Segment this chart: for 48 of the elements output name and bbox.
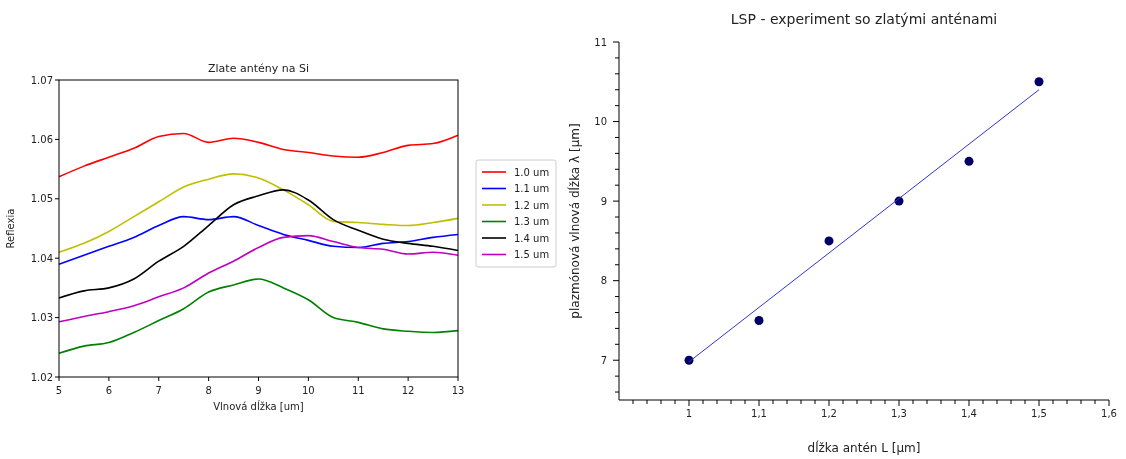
x-axis-title: dĺžka antén L [µm]	[807, 440, 921, 455]
y-tick-label: 10	[594, 116, 607, 128]
point	[754, 315, 764, 325]
line-series	[58, 132, 459, 178]
x-tick-label: 1,6	[1101, 408, 1117, 419]
legend-label: 1.1 um	[514, 183, 550, 194]
x-tick-label: 11	[351, 385, 365, 396]
y-tick-label: 8	[600, 275, 607, 287]
x-tick-label: 12	[401, 385, 415, 396]
x-axis-title: Vlnová dĺžka [um]	[213, 400, 304, 412]
legend-label: 1.2 um	[514, 199, 550, 211]
x-tick-label: 13	[451, 385, 465, 396]
x-tick-label: 8	[205, 385, 212, 396]
y-tick-label: 11	[594, 36, 607, 48]
legend-label: 1.5 um	[514, 249, 550, 260]
y-axis-title: plazmónová vlnová dĺžka λ [µm]	[567, 123, 582, 319]
x-tick-label: 6	[105, 385, 113, 396]
y-tick-label: 7	[600, 354, 607, 366]
x-tick-label: 1,4	[961, 408, 977, 419]
y-axis-title: Reflexia	[5, 208, 16, 249]
line-series	[58, 278, 459, 355]
line-series	[58, 215, 459, 265]
x-tick-label: 1,3	[891, 408, 907, 419]
point	[964, 156, 974, 166]
y-tick-label: 1.04	[30, 252, 53, 264]
x-tick-label: 5	[55, 385, 63, 396]
y-tick-label: 1.07	[30, 74, 53, 86]
y-tick-label: 1.02	[30, 371, 53, 383]
x-tick-label: 7	[155, 385, 162, 396]
x-tick-label: 1,5	[1031, 408, 1047, 419]
legend-label: 1.4 um	[514, 232, 550, 244]
x-tick-label: 1	[685, 408, 693, 419]
y-tick-label: 9	[600, 195, 607, 207]
y-tick-label: 1.03	[30, 312, 53, 324]
x-tick-label: 10	[302, 385, 315, 396]
x-tick-label: 9	[255, 385, 262, 396]
legend-label: 1.0 um	[514, 166, 550, 178]
legend-label: 1.3 um	[514, 216, 550, 227]
x-tick-label: 1,2	[821, 408, 837, 419]
point	[1034, 77, 1044, 87]
line-series	[58, 234, 459, 323]
chart-title: LSP - experiment so zlatými anténami	[730, 11, 998, 27]
chart-title: Zlate antény na Si	[208, 62, 309, 75]
y-tick-label: 1.05	[30, 193, 53, 205]
x-tick-label: 1,1	[751, 408, 767, 419]
point	[824, 236, 834, 246]
line-series	[58, 173, 459, 254]
y-tick-label: 1.06	[30, 133, 53, 145]
